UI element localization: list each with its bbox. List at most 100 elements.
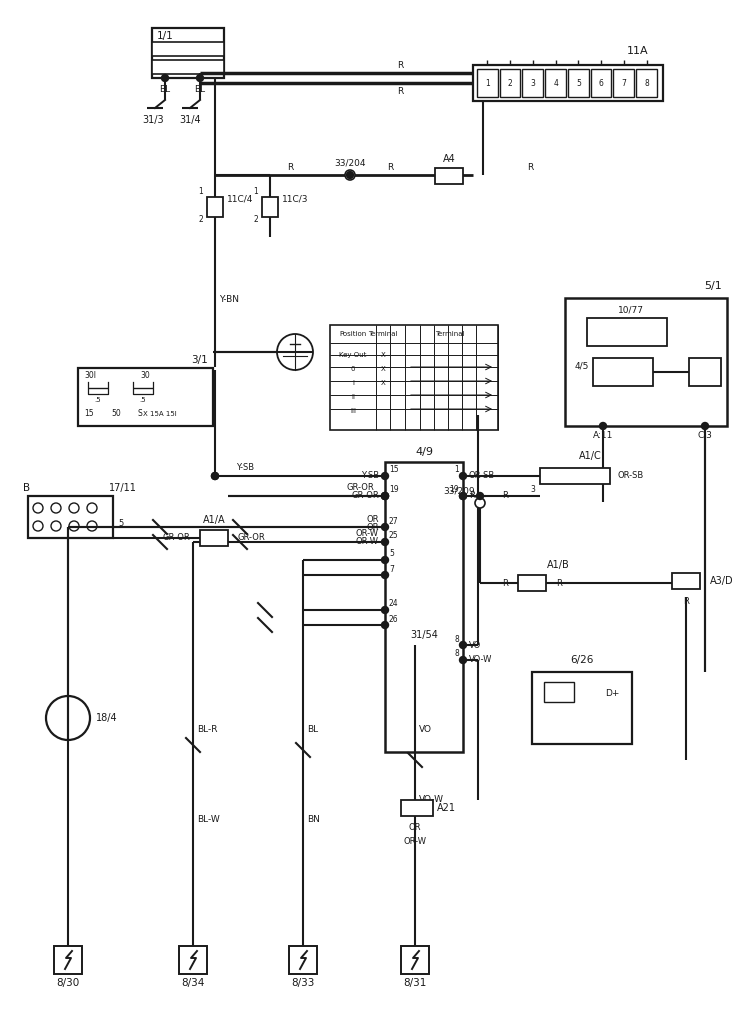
Text: 30: 30 (140, 372, 150, 381)
Text: X 15A 15I: X 15A 15I (143, 411, 177, 417)
Text: BL-R: BL-R (197, 725, 218, 734)
Bar (330, 325, 498, 430)
Bar (613, 69, 634, 97)
Text: Position: Position (340, 331, 367, 337)
Text: BN: BN (307, 815, 320, 824)
Text: 33/209: 33/209 (444, 486, 475, 496)
Text: II: II (351, 394, 355, 400)
Text: 2: 2 (447, 171, 452, 180)
Text: 31/4: 31/4 (180, 115, 200, 125)
Bar (152, 28, 224, 78)
Text: 15: 15 (389, 466, 399, 474)
Circle shape (381, 571, 388, 579)
Text: 24: 24 (389, 599, 399, 608)
Text: 2: 2 (254, 214, 258, 223)
Bar (545, 69, 566, 97)
Text: B: B (23, 483, 30, 493)
Text: 27: 27 (389, 516, 399, 525)
Bar (54, 946, 82, 974)
Text: R: R (387, 164, 393, 172)
Text: 3: 3 (530, 485, 535, 495)
Text: 7: 7 (622, 79, 626, 87)
Text: 10/77: 10/77 (618, 305, 644, 314)
Bar (565, 298, 727, 426)
Text: A:11: A:11 (593, 431, 613, 440)
Text: 5: 5 (576, 79, 580, 87)
Text: +: + (56, 964, 62, 973)
Circle shape (197, 75, 203, 82)
Text: VO: VO (419, 725, 432, 734)
Text: Y-BN: Y-BN (219, 296, 239, 304)
Bar (568, 69, 589, 97)
Bar (518, 575, 546, 591)
Circle shape (381, 622, 388, 629)
Text: GR-OR: GR-OR (162, 534, 190, 543)
Bar (401, 800, 433, 816)
Text: 2: 2 (198, 214, 203, 223)
Text: R: R (527, 164, 533, 172)
Circle shape (381, 472, 388, 479)
Text: 1/1: 1/1 (157, 31, 174, 41)
Bar (689, 358, 721, 386)
Circle shape (459, 641, 467, 648)
Text: 3: 3 (530, 79, 536, 87)
Text: 6/26: 6/26 (570, 655, 594, 665)
Text: 19: 19 (450, 485, 459, 495)
Text: OR-SB: OR-SB (618, 471, 644, 480)
Text: 31/3: 31/3 (142, 115, 164, 125)
Text: 1: 1 (485, 79, 490, 87)
Text: BL: BL (159, 85, 171, 94)
Text: OR-SB: OR-SB (469, 471, 495, 480)
Text: +: + (291, 964, 297, 973)
Circle shape (599, 423, 607, 429)
Bar (385, 462, 463, 752)
Text: -: - (199, 947, 201, 956)
Circle shape (459, 472, 467, 479)
Text: 8: 8 (454, 635, 459, 643)
Text: R: R (502, 579, 508, 588)
Text: 4: 4 (554, 79, 558, 87)
Text: GR-OR: GR-OR (346, 483, 374, 493)
Text: X: X (381, 352, 385, 358)
Text: R: R (502, 492, 508, 501)
Text: 1: 1 (454, 466, 459, 474)
Text: X: X (381, 380, 385, 386)
Text: SRS: SRS (615, 326, 640, 339)
Text: 8/31: 8/31 (403, 978, 426, 988)
Text: R: R (397, 86, 403, 95)
Text: R: R (469, 492, 475, 501)
Text: I: I (352, 380, 354, 386)
Text: R: R (556, 579, 562, 588)
Bar (207, 197, 223, 217)
Bar (401, 946, 429, 974)
Text: BL: BL (194, 85, 206, 94)
Text: BL-W: BL-W (197, 815, 220, 824)
Text: Key Out: Key Out (340, 352, 367, 358)
Bar (532, 672, 632, 744)
Text: 17/11: 17/11 (109, 483, 137, 493)
Text: GR-OR: GR-OR (238, 534, 266, 543)
Circle shape (381, 606, 388, 613)
Circle shape (212, 472, 218, 479)
Text: 0: 0 (351, 366, 355, 372)
Text: 50: 50 (111, 410, 121, 419)
Text: OR-W: OR-W (403, 838, 426, 847)
Bar (637, 69, 657, 97)
Text: 31/54: 31/54 (410, 630, 438, 640)
Text: Terminal: Terminal (435, 331, 465, 337)
Text: Y-SB: Y-SB (361, 471, 379, 480)
Bar (587, 318, 667, 346)
Text: VO-W: VO-W (469, 655, 492, 665)
Bar (540, 468, 610, 484)
Circle shape (702, 423, 708, 429)
Text: A1/A: A1/A (203, 515, 225, 525)
Text: 2: 2 (408, 804, 412, 812)
Text: OR-W: OR-W (356, 538, 379, 547)
Circle shape (381, 523, 388, 530)
Text: 25: 25 (389, 531, 399, 541)
Text: A21: A21 (437, 803, 456, 813)
Circle shape (381, 493, 388, 500)
Circle shape (459, 656, 467, 664)
Text: -: - (420, 947, 423, 956)
Text: 18/4: 18/4 (96, 713, 117, 723)
